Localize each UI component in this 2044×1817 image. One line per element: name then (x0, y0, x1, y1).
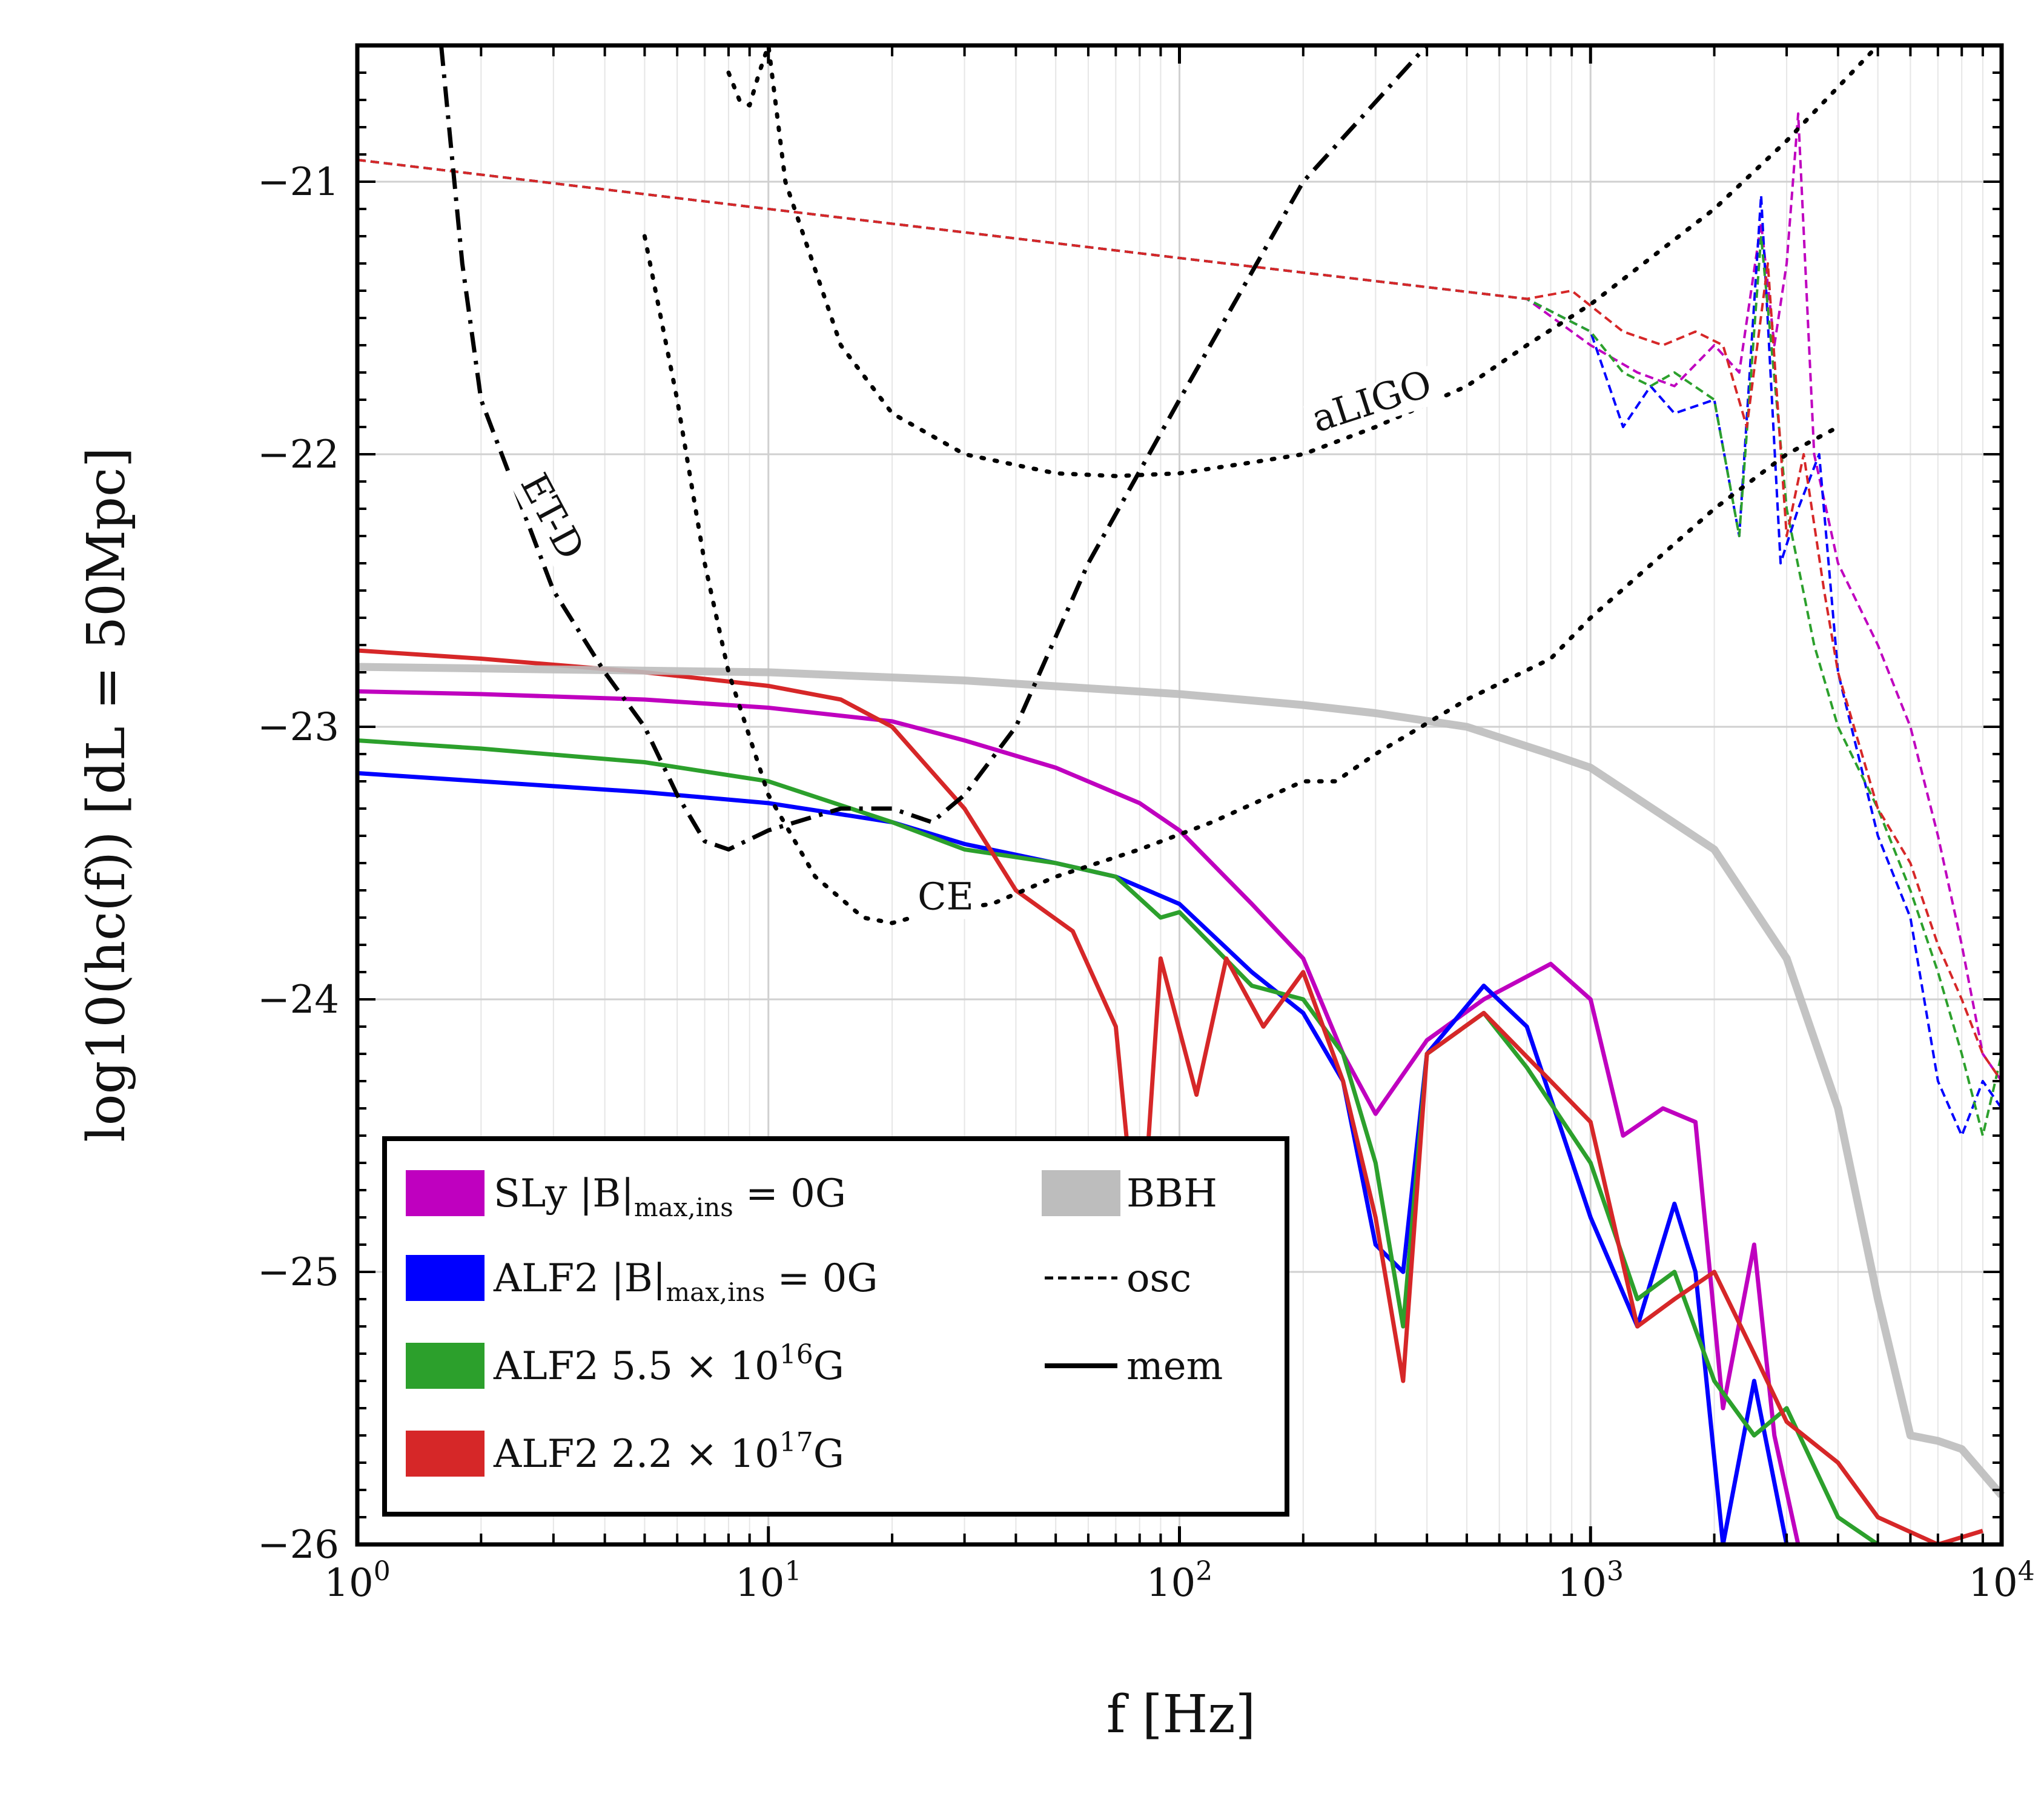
annotation-backdrop (1303, 365, 1442, 443)
series-detector-aligo (726, 43, 1880, 478)
series-mem-bbh (357, 663, 2005, 1498)
y-tick-label: −21 (257, 160, 339, 205)
legend: SLy |B|max,ins = 0G ALF2 |B|max,ins = 0G A… (382, 1136, 1289, 1517)
series-mem-sly-b-max-ins-0g (357, 689, 1801, 1545)
x-tick-label: 100 (324, 1556, 390, 1606)
legend-label: ALF2 5.5 × 1016G (493, 1339, 844, 1389)
annotation-label: ET-D (512, 466, 594, 566)
annotation-label: CE (918, 875, 974, 919)
legend-swatch (406, 1170, 485, 1216)
legend-label: osc (1126, 1256, 1191, 1301)
series-layer (357, 43, 2005, 1547)
series-osc-alf2-5-5-10-16g (357, 159, 2003, 1137)
annotation-layer: ET-D aLIGO CE (507, 361, 1442, 919)
series-detector-ce (642, 234, 1841, 925)
plot-frame (355, 43, 2004, 1547)
x-tick-label: 104 (1968, 1556, 2034, 1606)
y-tick-label: −25 (257, 1250, 339, 1295)
legend-swatch (406, 1343, 485, 1389)
legend-swatch (406, 1431, 485, 1477)
series-detector-et-d (439, 44, 1429, 852)
legend-frame (382, 1136, 1289, 1517)
legend-label: mem (1126, 1344, 1223, 1389)
y-tick-label: −24 (257, 978, 339, 1022)
x-axis-label: f [Hz] (1106, 1684, 1256, 1745)
legend-label: ALF2 |B|max,ins = 0G (493, 1256, 878, 1307)
annotation-backdrop (915, 880, 976, 919)
y-tick-label: −23 (257, 705, 339, 750)
series-osc-alf2-2-2-10-17g (357, 159, 2003, 1082)
annotation-backdrop (507, 460, 593, 575)
curve-annotation: ET-D (507, 460, 594, 575)
legend-swatch (406, 1255, 485, 1301)
x-tick-label: 103 (1558, 1556, 1624, 1606)
tick-layer: 100 101 102 103 104 −21 −22 −23 −24 −25 −26 (257, 44, 2035, 1606)
y-tick-label: −22 (257, 432, 339, 477)
legend-label: SLy |B|max,ins = 0G (494, 1171, 846, 1222)
legend-swatch (1042, 1170, 1120, 1216)
x-tick-label: 102 (1146, 1556, 1212, 1606)
series-mem-alf2-2-2-10-17g (357, 648, 1983, 1547)
series-osc-sly-b-max-ins-0g (357, 112, 2003, 1082)
y-tick-label: −26 (257, 1523, 339, 1567)
x-tick-label: 101 (735, 1556, 801, 1606)
legend-label: BBH (1126, 1171, 1217, 1216)
series-mem-alf2-5-5-10-16g (357, 738, 1879, 1546)
series-mem-alf2-b-max-ins-0g (357, 771, 1789, 1547)
y-axis-label: log10(hc(f)) [dL = 50Mpc] (76, 447, 137, 1142)
curve-annotation: CE (915, 875, 976, 919)
legend-label: ALF2 2.2 × 1017G (493, 1427, 844, 1477)
curve-annotation: aLIGO (1303, 361, 1442, 443)
